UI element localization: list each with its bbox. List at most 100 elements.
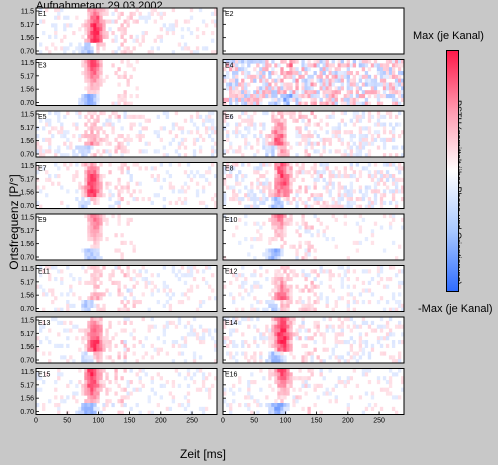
heatmap-cell: [295, 248, 299, 253]
heatmap-cell: [262, 90, 266, 95]
heatmap-cell: [84, 380, 88, 385]
heatmap-cell: [400, 59, 405, 64]
heatmap-cell: [397, 340, 402, 345]
heatmap-cell: [247, 380, 251, 385]
heatmap-cell: [159, 15, 163, 20]
y-tick-label: 5.17: [20, 73, 34, 80]
heatmap-cell: [277, 410, 281, 415]
heatmap-cell: [108, 122, 112, 127]
heatmap-cell: [247, 118, 251, 123]
heatmap-cell: [244, 90, 248, 95]
heatmap-cell: [66, 343, 70, 348]
heatmap-cell: [250, 380, 254, 385]
heatmap-cell: [355, 221, 360, 226]
heatmap-cell: [319, 59, 323, 64]
heatmap-cell: [183, 46, 188, 51]
heatmap-cell: [289, 71, 293, 76]
heatmap-cell: [394, 256, 399, 261]
heatmap-cell: [123, 359, 127, 364]
heatmap-cell: [72, 324, 76, 329]
heatmap-cell: [247, 71, 251, 76]
heatmap-cell: [81, 94, 85, 99]
heatmap-cell: [370, 240, 375, 245]
heatmap-cell: [232, 78, 236, 83]
heatmap-cell: [271, 101, 275, 106]
heatmap-cell: [313, 63, 317, 68]
heatmap-cell: [289, 174, 293, 179]
heatmap-cell: [66, 359, 70, 364]
heatmap-cell: [271, 280, 275, 285]
heatmap-cell: [343, 204, 347, 209]
heatmap-cell: [382, 78, 387, 83]
heatmap-cell: [84, 359, 88, 364]
heatmap-cell: [280, 320, 284, 325]
heatmap-cell: [207, 395, 212, 400]
heatmap-cell: [235, 174, 239, 179]
heatmap-cell: [126, 395, 130, 400]
heatmap-cell: [286, 288, 290, 293]
heatmap-cell: [244, 137, 248, 142]
heatmap-cell: [385, 380, 390, 385]
heatmap-cell: [274, 86, 278, 91]
y-tick-label: 11.5: [21, 163, 34, 170]
heatmap-cell: [235, 317, 239, 322]
heatmap-cell: [180, 351, 185, 356]
heatmap-cell: [156, 177, 160, 182]
heatmap-cell: [340, 82, 344, 87]
heatmap-cell: [376, 63, 381, 68]
heatmap-cell: [277, 387, 281, 392]
heatmap-cell: [165, 111, 170, 116]
heatmap-cell: [132, 114, 136, 119]
heatmap-panel-e6: E6: [222, 110, 405, 158]
heatmap-cell: [367, 197, 372, 202]
heatmap-cell: [210, 130, 215, 135]
heatmap-cell: [96, 11, 100, 16]
heatmap-cell: [277, 368, 281, 373]
heatmap-cell: [247, 359, 251, 364]
heatmap-cell: [325, 63, 329, 68]
heatmap-cell: [289, 67, 293, 72]
heatmap-cell: [232, 343, 236, 348]
heatmap-cell: [102, 111, 106, 116]
heatmap-cell: [72, 50, 76, 55]
heatmap-cell: [99, 42, 103, 47]
heatmap-cell: [123, 296, 127, 301]
heatmap-cell: [304, 71, 308, 76]
heatmap-cell: [376, 170, 381, 175]
heatmap-cell: [271, 197, 275, 202]
heatmap-cell: [120, 31, 124, 36]
heatmap-cell: [376, 265, 381, 270]
heatmap-cell: [301, 317, 305, 322]
heatmap-cell: [250, 395, 254, 400]
heatmap-cell: [117, 94, 121, 99]
heatmap-cell: [334, 200, 338, 205]
heatmap-cell: [331, 97, 335, 102]
heatmap-cell: [385, 343, 390, 348]
heatmap-cell: [54, 149, 58, 154]
heatmap-cell: [352, 134, 357, 139]
heatmap-cell: [93, 162, 97, 167]
heatmap-cell: [165, 114, 170, 119]
heatmap-cell: [48, 174, 52, 179]
heatmap-cell: [45, 118, 49, 123]
heatmap-cell: [226, 74, 230, 79]
heatmap-cell: [268, 372, 272, 377]
x-tick-label: 150: [124, 418, 136, 425]
heatmap-cell: [132, 351, 136, 356]
heatmap-cell: [90, 359, 94, 364]
heatmap-cell: [280, 292, 284, 297]
heatmap-cell: [232, 383, 236, 388]
heatmap-cell: [382, 162, 387, 167]
heatmap-cell: [313, 166, 317, 171]
heatmap-cell: [96, 82, 100, 87]
heatmap-cell: [289, 328, 293, 333]
heatmap-cell: [301, 269, 305, 274]
heatmap-cell: [358, 118, 363, 123]
heatmap-panel-e14: E14: [222, 316, 405, 364]
heatmap-cell: [280, 200, 284, 205]
heatmap-cell: [66, 111, 70, 116]
heatmap-cell: [301, 288, 305, 293]
heatmap-cell: [78, 137, 82, 142]
heatmap-cell: [48, 34, 52, 39]
